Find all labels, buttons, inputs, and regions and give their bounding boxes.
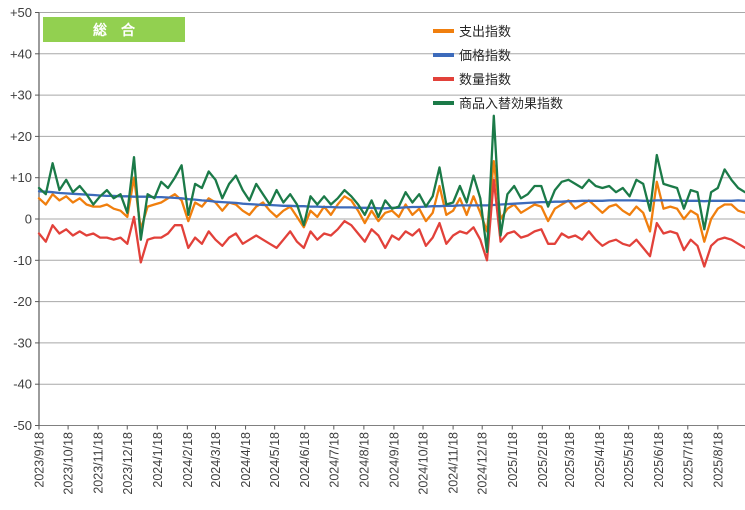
x-axis-tick-label: 2025/7/18 <box>681 432 695 488</box>
x-axis-tick-label: 2025/5/18 <box>622 432 636 488</box>
legend: 支出指数価格指数数量指数商品入替効果指数 <box>433 19 563 115</box>
x-axis-tick-label: 2023/11/18 <box>92 432 106 494</box>
x-axis-tick-label: 2025/3/18 <box>563 432 577 488</box>
legend-series-label: 数量指数 <box>459 71 512 87</box>
x-axis-tick-label: 2024/4/18 <box>239 432 253 488</box>
x-axis-tick-label: 2024/5/18 <box>268 432 282 488</box>
y-axis-tick-label: -20 <box>13 294 32 309</box>
x-axis-tick-label: 2025/1/18 <box>506 432 520 488</box>
y-axis-tick-label: +20 <box>10 129 32 144</box>
x-axis-tick-label: 2024/1/18 <box>151 432 165 488</box>
x-axis-tick-label: 2024/11/18 <box>447 432 461 494</box>
y-axis-tick-label: +50 <box>10 5 32 20</box>
y-axis-tick-label: +30 <box>10 88 32 103</box>
series-line <box>37 178 745 268</box>
x-axis-tick-label: 2023/12/18 <box>121 432 135 495</box>
legend-series-label: 価格指数 <box>459 47 512 63</box>
y-axis-tick-label: 0 <box>25 212 32 227</box>
legend-line-swatch <box>433 53 454 57</box>
x-axis-tick-label: 2024/7/18 <box>327 432 341 488</box>
y-axis-tick-label: +40 <box>10 46 32 61</box>
y-axis-tick-label: -30 <box>13 335 32 350</box>
y-axis-tick-label: -10 <box>13 253 32 268</box>
x-axis-tick-label: 2024/2/18 <box>181 432 195 488</box>
x-axis-tick-label: 2024/12/18 <box>476 432 490 495</box>
legend-item: 価格指数 <box>433 43 563 67</box>
legend-line-swatch <box>433 101 454 105</box>
legend-series-label: 商品入替効果指数 <box>459 95 564 111</box>
x-axis-tick-label: 2025/2/18 <box>536 432 550 488</box>
x-axis-tick-label: 2024/3/18 <box>209 432 223 488</box>
chart-category-label: 総 合 <box>43 17 185 42</box>
x-axis-tick-label: 2024/10/18 <box>417 432 431 495</box>
legend-line-swatch <box>433 77 454 81</box>
y-axis-tick-label: -50 <box>13 418 32 433</box>
legend-item: 数量指数 <box>433 67 563 91</box>
x-axis-tick-label: 2024/6/18 <box>298 432 312 488</box>
x-axis-tick-label: 2023/9/18 <box>33 432 47 488</box>
series-line <box>37 114 745 254</box>
series-line <box>37 160 745 243</box>
y-axis-tick-label: +10 <box>10 170 32 185</box>
x-axis-tick-label: 2024/8/18 <box>357 432 371 488</box>
legend-item: 商品入替効果指数 <box>433 91 563 115</box>
legend-series-label: 支出指数 <box>459 23 512 39</box>
x-axis-tick-label: 2024/9/18 <box>387 432 401 488</box>
x-axis-tick-label: 2023/10/18 <box>62 432 76 495</box>
legend-item: 支出指数 <box>433 19 563 43</box>
y-axis-tick-label: -40 <box>13 377 32 392</box>
legend-line-swatch <box>433 29 454 33</box>
x-axis-tick-label: 2025/8/18 <box>711 432 725 488</box>
x-axis-tick-label: 2025/4/18 <box>593 432 607 488</box>
x-axis-tick-label: 2025/6/18 <box>652 432 666 488</box>
